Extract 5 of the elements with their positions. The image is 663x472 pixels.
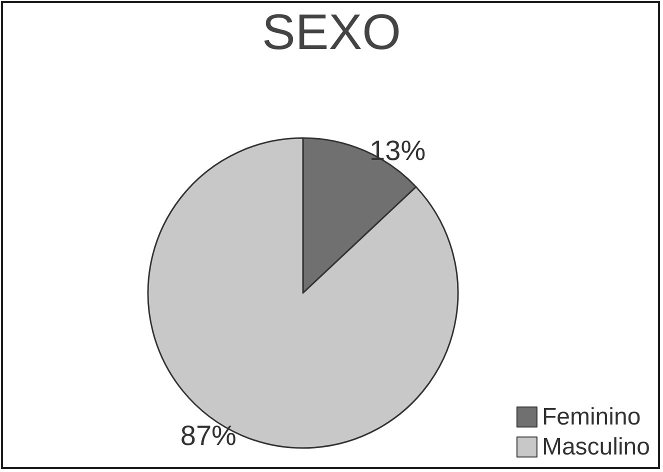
data-label: 87% — [180, 420, 236, 451]
data-label: 13% — [370, 135, 426, 166]
legend-label: Masculino — [542, 434, 650, 460]
legend-label: Feminino — [542, 404, 641, 430]
chart-title: SEXO — [262, 4, 401, 60]
